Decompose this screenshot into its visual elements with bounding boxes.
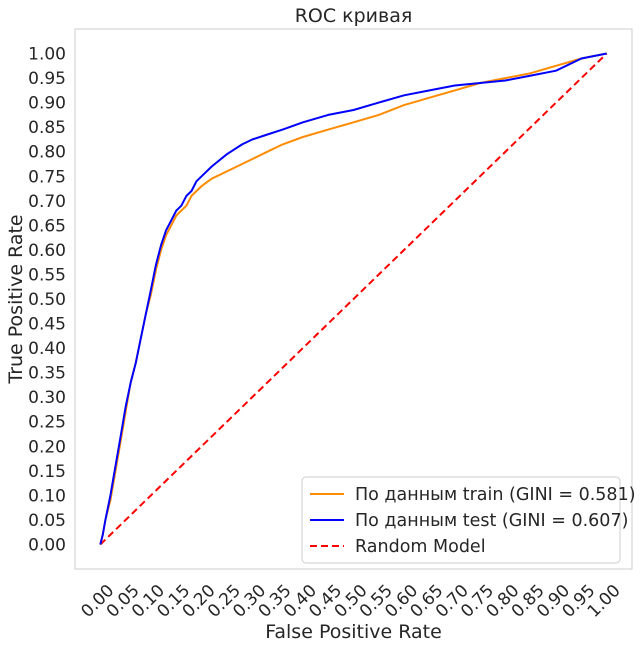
y-tick-label: 0.60	[28, 241, 66, 261]
y-tick-labels: 0.00 0.05 0.10 0.15 0.20 0.25 0.30 0.35 0.40 0.45…	[28, 45, 66, 556]
y-tick-label: 0.30	[28, 388, 66, 408]
y-tick-label: 0.50	[28, 290, 66, 310]
y-tick-label: 0.80	[28, 143, 66, 163]
chart-title: ROC кривая	[295, 5, 413, 27]
y-tick-label: 0.95	[28, 69, 66, 89]
y-tick-label: 0.35	[28, 364, 66, 384]
y-tick-label: 0.10	[28, 486, 66, 506]
legend-label-train: По данным train (GINI = 0.581)	[355, 485, 636, 505]
series-line-test	[99, 52, 607, 545]
y-axis-label: True Positive Rate	[5, 214, 27, 384]
x-tick-labels: 0.000.050.100.150.200.250.300.350.400.45…	[77, 581, 624, 622]
y-tick-label: 0.15	[28, 462, 66, 482]
legend-label-test: По данным test (GINI = 0.607)	[355, 511, 628, 531]
y-tick-label: 0.75	[28, 167, 66, 187]
y-tick-label: 0.45	[28, 315, 66, 335]
y-tick-label: 0.05	[28, 511, 66, 531]
series-layer	[99, 52, 608, 546]
y-tick-label: 0.90	[28, 94, 66, 114]
legend-label-random: Random Model	[355, 537, 486, 557]
y-tick-label: 0.65	[28, 216, 66, 236]
y-tick-label: 1.00	[28, 45, 66, 65]
y-tick-label: 0.40	[28, 339, 66, 359]
y-tick-label: 0.25	[28, 413, 66, 433]
legend-frame	[301, 476, 621, 564]
legend: По данным train (GINI = 0.581) По данным…	[301, 476, 636, 564]
y-tick-label: 0.55	[28, 265, 66, 285]
y-tick-label: 0.85	[28, 118, 66, 138]
y-tick-label: 0.20	[28, 437, 66, 457]
y-tick-label: 0.00	[28, 535, 66, 555]
x-axis-label: False Positive Rate	[265, 621, 442, 643]
y-tick-label: 0.70	[28, 192, 66, 212]
series-line-random	[99, 52, 608, 546]
